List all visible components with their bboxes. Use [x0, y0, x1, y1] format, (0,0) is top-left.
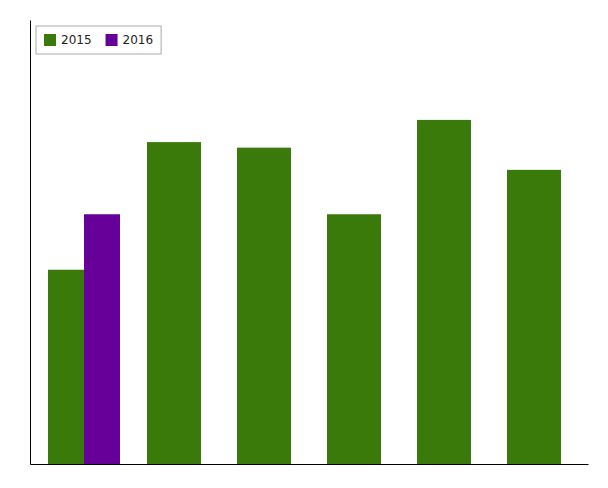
- y-axis-line: [30, 21, 31, 465]
- legend-box: [36, 26, 161, 54]
- chart: 2015 2016: [0, 0, 608, 488]
- bar: [84, 214, 120, 464]
- bar: [327, 214, 381, 464]
- legend-label: 2015: [61, 33, 92, 47]
- legend: 2015 2016: [36, 26, 161, 54]
- bar: [237, 148, 291, 464]
- legend-label: 2016: [123, 33, 154, 47]
- x-axis: [31, 464, 589, 465]
- legend-swatch: [44, 34, 56, 46]
- bar: [147, 142, 201, 464]
- x-axis-line: [31, 464, 589, 465]
- bar: [507, 170, 561, 464]
- legend-swatch: [106, 34, 118, 46]
- bars: [48, 120, 561, 464]
- y-axis: [30, 21, 31, 465]
- bar: [48, 270, 84, 464]
- plot: 2015 2016: [31, 21, 589, 465]
- bar: [417, 120, 471, 464]
